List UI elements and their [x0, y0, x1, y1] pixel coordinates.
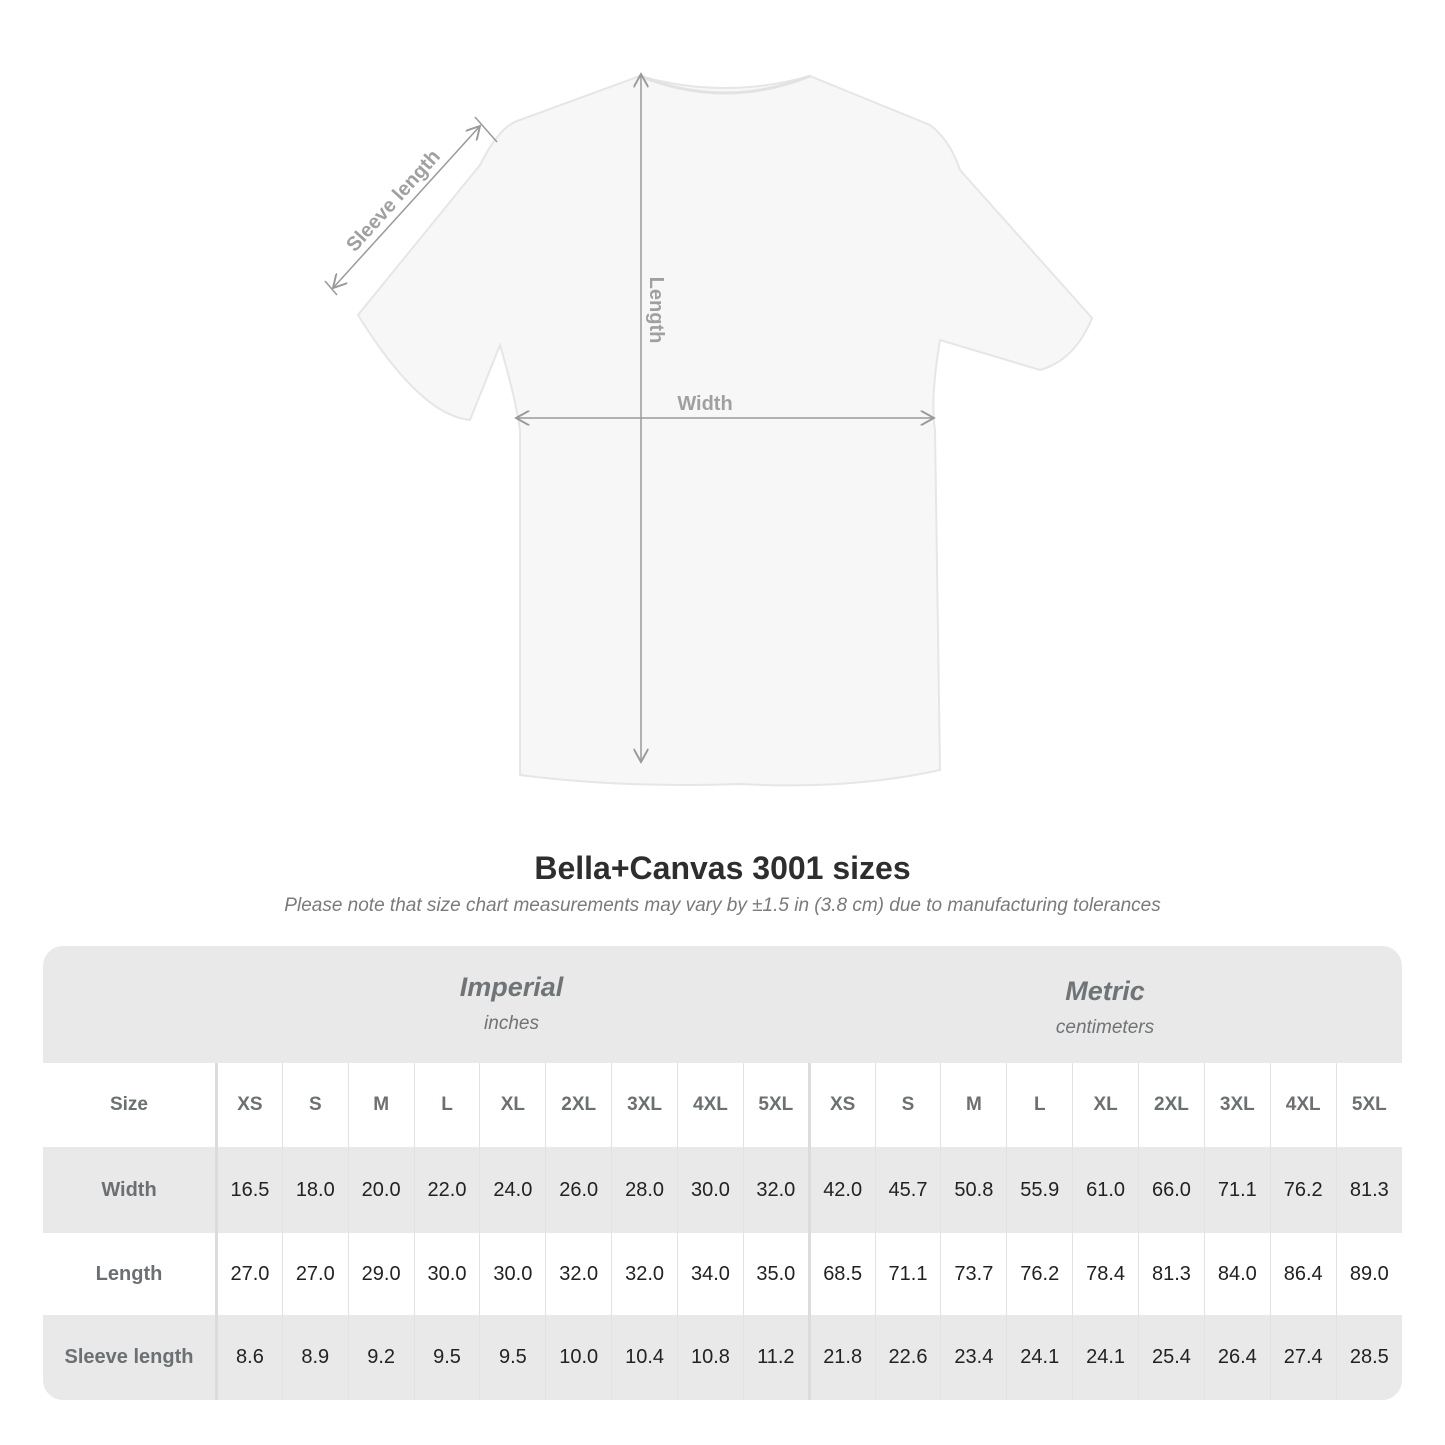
- width-label: Width: [677, 393, 732, 415]
- cell: 20.0: [347, 1147, 415, 1233]
- cell: 27.0: [281, 1233, 349, 1315]
- cell: 27.0: [216, 1233, 283, 1315]
- table-row: Width 16.5 18.0 20.0 22.0 24.0 26.0 28.0 30.0 32.…: [43, 1147, 1402, 1233]
- cell: 4XL: [1269, 1063, 1337, 1147]
- cell: 61.0: [1072, 1147, 1139, 1233]
- row-label: Width: [43, 1147, 218, 1233]
- cell: 2XL: [545, 1063, 612, 1147]
- cell: 5XL: [742, 1063, 810, 1147]
- cell: 32.0: [611, 1233, 678, 1315]
- cell: 9.2: [347, 1315, 415, 1400]
- length-label: Length: [645, 277, 667, 344]
- cell: 86.4: [1269, 1233, 1337, 1315]
- cell: 25.4: [1138, 1315, 1205, 1400]
- imperial-header: Imperial inches: [215, 946, 808, 1089]
- cell: 30.0: [479, 1233, 546, 1315]
- cell: 10.8: [677, 1315, 744, 1400]
- cell: XS: [807, 1063, 876, 1147]
- cell: 3XL: [611, 1063, 678, 1147]
- cell: 21.8: [807, 1315, 876, 1400]
- cell: 68.5: [807, 1233, 876, 1315]
- cell: 3XL: [1203, 1063, 1271, 1147]
- cell: 23.4: [940, 1315, 1007, 1400]
- chart-subtitle: Please note that size chart measurements…: [284, 895, 1161, 916]
- cell: 22.6: [874, 1315, 941, 1400]
- metric-header: Metric centimeters: [808, 946, 1402, 1093]
- cell: 50.8: [940, 1147, 1007, 1233]
- row-label: Sleeve length: [43, 1315, 218, 1400]
- cell: 4XL: [677, 1063, 744, 1147]
- cell: 16.5: [216, 1147, 283, 1233]
- cell: XL: [1072, 1063, 1139, 1147]
- metric-unit: centimeters: [1055, 1017, 1155, 1038]
- cell: 27.4: [1269, 1315, 1337, 1400]
- cell: 8.6: [216, 1315, 283, 1400]
- imperial-label: Imperial: [459, 972, 564, 1002]
- cell: 89.0: [1335, 1233, 1402, 1315]
- collar: [639, 74, 811, 95]
- cell: 81.3: [1335, 1147, 1402, 1233]
- cell: 8.9: [281, 1315, 349, 1400]
- cell: 76.2: [1269, 1147, 1337, 1233]
- table-row: Length 27.0 27.0 29.0 30.0 30.0 32.0 32.0 34.0 35…: [43, 1233, 1402, 1315]
- cell: 24.0: [479, 1147, 546, 1233]
- cell: 71.1: [874, 1233, 941, 1315]
- cell: 22.0: [413, 1147, 480, 1233]
- cell: 11.2: [742, 1315, 810, 1400]
- cell: 32.0: [545, 1233, 612, 1315]
- cell: 34.0: [677, 1233, 744, 1315]
- cell: 26.0: [545, 1147, 612, 1233]
- cell: 28.5: [1335, 1315, 1402, 1400]
- size-header-row: Size XS S M L XL 2XL 3XL 4XL 5XL XS S M L XL 2XL 3XL 4XL 5…: [43, 1063, 1402, 1147]
- cell: 81.3: [1138, 1233, 1205, 1315]
- cell: 30.0: [677, 1147, 744, 1233]
- cell: 76.2: [1006, 1233, 1073, 1315]
- cell: 2XL: [1138, 1063, 1205, 1147]
- cell: 73.7: [940, 1233, 1007, 1315]
- cell: 10.0: [545, 1315, 612, 1400]
- cell: 35.0: [742, 1233, 810, 1315]
- cell: 45.7: [874, 1147, 941, 1233]
- row-label: Size: [43, 1063, 218, 1147]
- tshirt-shape: [356, 74, 1094, 787]
- cell: 30.0: [413, 1233, 480, 1315]
- cell: L: [413, 1063, 480, 1147]
- cell: 78.4: [1072, 1233, 1139, 1315]
- cell: 18.0: [281, 1147, 349, 1233]
- cell: 42.0: [807, 1147, 876, 1233]
- cell: S: [281, 1063, 349, 1147]
- cell: 5XL: [1335, 1063, 1402, 1147]
- cell: XS: [216, 1063, 283, 1147]
- cell: 28.0: [611, 1147, 678, 1233]
- chart-title: Bella+Canvas 3001 sizes: [534, 850, 911, 886]
- cell: M: [347, 1063, 415, 1147]
- cell: 26.4: [1203, 1315, 1271, 1400]
- cell: XL: [479, 1063, 546, 1147]
- metric-label: Metric: [1065, 976, 1145, 1006]
- size-table: Imperial inches Metric centimeters Size X…: [43, 946, 1402, 1400]
- cell: 55.9: [1006, 1147, 1073, 1233]
- cell: 71.1: [1203, 1147, 1271, 1233]
- cell: 24.1: [1006, 1315, 1073, 1400]
- row-label: Length: [43, 1233, 218, 1315]
- cell: 66.0: [1138, 1147, 1205, 1233]
- cell: 32.0: [742, 1147, 810, 1233]
- cell: 9.5: [479, 1315, 546, 1400]
- cell: 10.4: [611, 1315, 678, 1400]
- tshirt-diagram: Sleeve length Length Width: [324, 0, 1094, 787]
- cell: 29.0: [347, 1233, 415, 1315]
- cell: S: [874, 1063, 941, 1147]
- size-grid: Size XS S M L XL 2XL 3XL 4XL 5XL XS S M L XL 2XL 3XL 4XL 5…: [43, 1063, 1402, 1400]
- imperial-unit: inches: [484, 1013, 539, 1034]
- cell: M: [940, 1063, 1007, 1147]
- table-row: Sleeve length 8.6 8.9 9.2 9.5 9.5 10.0 10.4 10.8…: [43, 1315, 1402, 1400]
- sleeve-arrow: [333, 126, 480, 288]
- cell: 24.1: [1072, 1315, 1139, 1400]
- cell: 9.5: [413, 1315, 480, 1400]
- cell: L: [1006, 1063, 1073, 1147]
- cell: 84.0: [1203, 1233, 1271, 1315]
